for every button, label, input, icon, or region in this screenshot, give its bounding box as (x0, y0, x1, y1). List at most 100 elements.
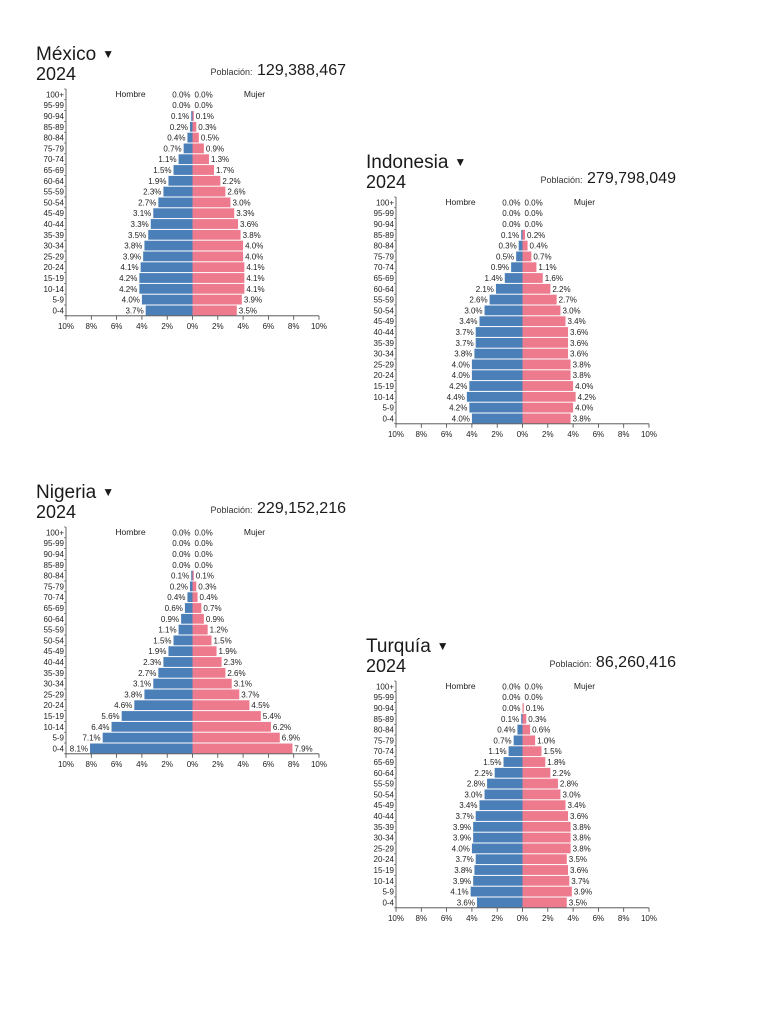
male-value-label: 4.6% (114, 701, 132, 710)
population-pyramid-chart: Hombre Mujer 100+ 0.0% 0.0% 95-99 0.0% 0.0% 90-9… (44, 526, 327, 769)
female-legend-label: Mujer (244, 89, 265, 99)
female-bar (192, 121, 197, 132)
female-value-label: 4.1% (246, 285, 264, 294)
male-bar (145, 305, 193, 316)
age-group-label: 100+ (376, 682, 394, 691)
female-value-label: 4.1% (246, 263, 264, 272)
age-group-label: 30-34 (44, 680, 65, 689)
female-bar (522, 724, 531, 735)
x-tick-label: 10% (311, 760, 327, 769)
country-selector[interactable]: Turquía ▼ (366, 636, 449, 657)
pyramid-panel-turquia: Turquía ▼ 2024 Población: 86,260,416 Homb… (366, 636, 676, 936)
female-value-label: 3.6% (570, 350, 588, 359)
female-value-label: 2.7% (559, 296, 577, 305)
male-value-label: 4.2% (119, 274, 137, 283)
x-tick-label: 4% (567, 914, 579, 923)
x-tick-label: 4% (136, 760, 148, 769)
age-group-label: 0-4 (52, 744, 64, 753)
x-tick-label: 2% (212, 760, 224, 769)
x-tick-label: 8% (288, 322, 300, 331)
age-group-label: 50-54 (44, 636, 65, 645)
male-value-label: 3.3% (131, 220, 149, 229)
male-bar (144, 689, 193, 700)
country-selector[interactable]: Indonesia ▼ (366, 152, 466, 173)
male-bar (181, 613, 193, 624)
population-readout: Población: 129,388,467 (211, 62, 346, 80)
male-value-label: 4.0% (452, 360, 470, 369)
age-group-label: 45-49 (44, 647, 65, 656)
female-bar (522, 746, 542, 757)
female-bar (192, 700, 250, 711)
age-group-label: 70-74 (44, 155, 65, 164)
female-bar (192, 240, 244, 251)
male-value-label: 0.4% (497, 726, 515, 735)
female-value-label: 0.0% (525, 198, 543, 207)
male-value-label: 4.0% (452, 414, 470, 423)
male-value-label: 0.5% (496, 252, 514, 261)
male-bar (187, 132, 193, 143)
male-bar (516, 251, 523, 262)
male-bar (471, 843, 523, 854)
x-tick-label: 0% (517, 914, 529, 923)
x-tick-label: 10% (641, 430, 657, 439)
caret-down-icon: ▼ (436, 639, 449, 653)
female-bar (192, 743, 293, 754)
male-bar (476, 897, 523, 908)
age-group-label: 55-59 (374, 780, 395, 789)
panel-header: Turquía ▼ 2024 Población: 86,260,416 (366, 636, 676, 677)
male-value-label: 8.1% (70, 744, 88, 753)
country-selector[interactable]: Nigeria ▼ (36, 482, 114, 503)
panel-header: México ▼ 2024 Población: 129,388,467 (36, 44, 346, 85)
male-value-label: 3.4% (459, 317, 477, 326)
male-value-label: 3.5% (128, 231, 146, 240)
male-bar (141, 294, 193, 305)
male-bar (513, 735, 523, 746)
x-tick-label: 2% (161, 322, 173, 331)
male-value-label: 0.2% (170, 582, 188, 591)
female-bar (192, 262, 245, 273)
female-bar (192, 678, 232, 689)
female-value-label: 4.5% (251, 701, 269, 710)
age-group-label: 75-79 (44, 582, 65, 591)
female-bar (522, 778, 558, 789)
country-selector[interactable]: México ▼ (36, 44, 114, 65)
female-bar (192, 689, 240, 700)
male-bar (471, 413, 523, 424)
male-bar (469, 402, 523, 413)
female-bar (522, 348, 569, 359)
male-value-label: 3.9% (453, 823, 471, 832)
male-value-label: 1.1% (158, 155, 176, 164)
male-bar (111, 721, 193, 732)
male-value-label: 3.8% (454, 350, 472, 359)
female-value-label: 4.1% (246, 274, 264, 283)
male-bar (473, 875, 523, 886)
male-value-label: 5.6% (101, 712, 119, 721)
male-bar (511, 262, 523, 273)
female-bar (192, 229, 241, 240)
age-group-label: 85-89 (44, 561, 65, 570)
male-bar (479, 800, 523, 811)
male-bar (139, 273, 193, 283)
female-bar (192, 581, 197, 592)
male-value-label: 2.3% (143, 188, 161, 197)
male-bar (144, 240, 193, 251)
male-value-label: 0.7% (493, 736, 511, 745)
population-readout: Población: 229,152,216 (211, 500, 346, 518)
age-group-label: 95-99 (374, 209, 395, 218)
female-bar (522, 735, 536, 746)
age-group-label: 60-64 (44, 177, 65, 186)
male-bar (475, 327, 523, 337)
female-bar (522, 757, 546, 767)
female-value-label: 1.3% (211, 155, 229, 164)
male-bar (102, 732, 193, 743)
male-value-label: 4.1% (120, 263, 138, 272)
female-value-label: 0.4% (200, 593, 218, 602)
male-bar (487, 778, 523, 789)
female-bar (192, 613, 204, 624)
female-value-label: 0.9% (206, 144, 224, 153)
female-value-label: 1.2% (210, 626, 228, 635)
age-group-label: 5-9 (382, 888, 394, 897)
female-value-label: 1.7% (216, 166, 234, 175)
age-group-label: 30-34 (374, 350, 395, 359)
age-group-label: 30-34 (374, 834, 395, 843)
